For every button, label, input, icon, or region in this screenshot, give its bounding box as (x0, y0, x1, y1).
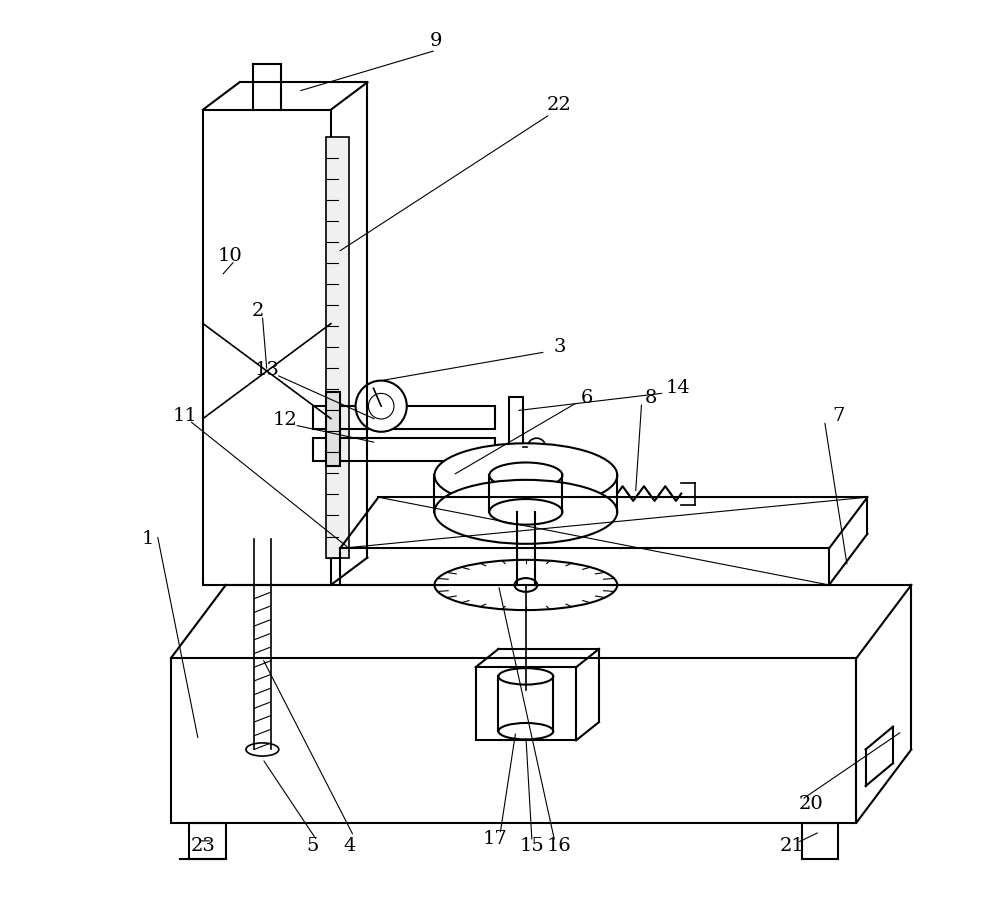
Ellipse shape (489, 462, 562, 488)
Ellipse shape (246, 743, 279, 756)
Ellipse shape (489, 499, 562, 525)
Text: 23: 23 (191, 837, 215, 856)
Text: 17: 17 (483, 830, 508, 848)
Text: 16: 16 (547, 837, 572, 856)
Text: 13: 13 (254, 361, 279, 379)
Text: 8: 8 (645, 388, 657, 407)
Ellipse shape (514, 578, 537, 592)
Text: 21: 21 (780, 837, 805, 856)
Text: 4: 4 (343, 837, 355, 856)
Bar (476, 667, 576, 740)
Bar (313, 406, 495, 429)
Text: 7: 7 (832, 407, 844, 425)
Bar (509, 397, 523, 479)
Text: 11: 11 (172, 407, 197, 425)
Text: 22: 22 (547, 96, 572, 114)
Bar (326, 137, 349, 558)
Ellipse shape (434, 443, 617, 507)
Ellipse shape (434, 559, 617, 611)
Text: 10: 10 (218, 247, 243, 265)
Text: 3: 3 (553, 338, 566, 356)
Circle shape (356, 380, 407, 431)
Text: 14: 14 (666, 379, 691, 398)
Text: 6: 6 (581, 388, 593, 407)
Ellipse shape (498, 668, 553, 685)
Circle shape (527, 438, 546, 456)
Bar (189, 823, 226, 859)
Text: 15: 15 (520, 837, 544, 856)
Bar (203, 110, 331, 585)
Text: 12: 12 (273, 411, 298, 430)
Ellipse shape (498, 723, 553, 739)
Bar (313, 438, 495, 461)
Bar (802, 823, 838, 859)
Text: 5: 5 (306, 837, 319, 856)
Text: 20: 20 (798, 795, 823, 813)
Text: 1: 1 (142, 530, 154, 548)
Bar (340, 548, 829, 585)
Ellipse shape (434, 480, 617, 544)
Text: 9: 9 (430, 32, 442, 50)
Text: 2: 2 (252, 302, 264, 320)
Bar (326, 392, 340, 465)
Bar (171, 658, 856, 823)
